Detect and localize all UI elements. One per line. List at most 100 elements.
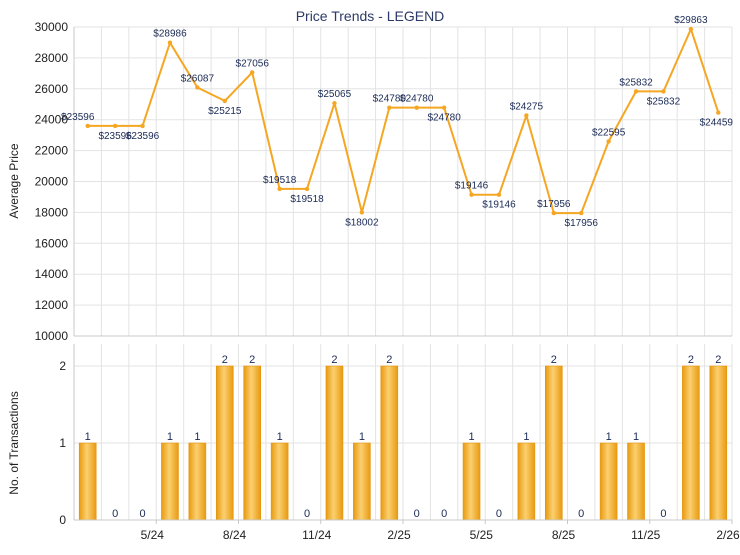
transaction-count-label: 1 (606, 431, 612, 443)
transaction-bar (544, 365, 563, 521)
transaction-bar (462, 442, 481, 521)
transaction-bar (380, 365, 399, 521)
price-point (195, 85, 200, 90)
x-tick-label: 2/26 (716, 528, 740, 542)
price-data-label: $19518 (263, 175, 297, 186)
price-data-label: $19146 (455, 181, 489, 192)
price-data-label: $24275 (510, 101, 544, 112)
price-point (606, 139, 611, 144)
transaction-bar (161, 442, 179, 521)
price-point (277, 186, 282, 192)
transaction-count-label: 1 (523, 431, 529, 443)
x-tick-label: 11/24 (302, 528, 331, 542)
price-data-label: $19146 (482, 200, 516, 211)
transactions-y-tick-label: 1 (59, 436, 66, 450)
transaction-bar (709, 365, 728, 521)
price-point (167, 40, 173, 45)
price-y-tick-label: 12000 (35, 298, 69, 312)
x-tick-label: 5/24 (141, 528, 165, 542)
price-y-tick-label: 14000 (35, 267, 69, 281)
transactions-y-axis: 0 1 2 (59, 344, 75, 527)
transactions-y-tick-label: 2 (59, 359, 66, 373)
transaction-count-label: 1 (194, 431, 200, 443)
x-tick-label: 5/25 (470, 528, 494, 542)
transactions-bar-layer: 1 0 0 1 1 2 2 1 0 2 1 2 0 0 1 0 1 2 0 1 1 0 2 2 (78, 354, 728, 521)
transaction-bar (270, 442, 289, 521)
transaction-bar (599, 442, 618, 521)
price-data-label: $18002 (345, 217, 379, 228)
price-data-label: $17956 (537, 199, 571, 210)
price-point (579, 210, 584, 216)
price-data-label: $25065 (318, 89, 352, 100)
price-y-axis: 10000 12000 14000 16000 18000 20000 22000 24000… (35, 20, 732, 343)
price-point (359, 210, 365, 215)
price-y-tick-label: 30000 (35, 20, 69, 34)
transaction-bar (215, 365, 234, 521)
price-data-label: $27056 (236, 58, 270, 69)
transaction-count-label: 0 (304, 508, 310, 520)
transaction-count-label: 1 (167, 431, 173, 443)
price-point (661, 89, 666, 94)
price-data-label: $24780 (427, 113, 461, 124)
price-point (85, 123, 90, 129)
x-axis: 5/24 8/24 11/24 2/25 5/25 8/25 11/25 2/26 (74, 519, 740, 542)
price-data-label: $23596 (98, 131, 132, 142)
price-point (332, 101, 337, 106)
price-point (304, 186, 310, 192)
chart-title: Price Trends - LEGEND (296, 8, 445, 24)
transaction-count-label: 0 (414, 508, 420, 520)
price-y-tick-label: 24000 (35, 113, 69, 127)
transaction-bar (325, 365, 344, 521)
price-y-tick-label: 28000 (35, 51, 69, 65)
price-data-label: $29863 (674, 15, 708, 26)
transactions-y-axis-title: No. of Transactions (7, 391, 21, 494)
price-data-label: $24780 (400, 94, 434, 105)
price-point (250, 70, 255, 75)
transaction-count-label: 2 (386, 354, 392, 366)
transaction-count-label: 1 (85, 431, 91, 443)
transactions-y-tick-label: 0 (59, 513, 66, 527)
transaction-count-label: 2 (249, 354, 255, 366)
x-tick-label: 2/25 (387, 528, 411, 542)
price-point (441, 105, 447, 110)
price-y-axis-title: Average Price (7, 143, 21, 218)
price-y-tick-label: 26000 (35, 82, 69, 96)
price-point (140, 123, 145, 129)
transaction-count-label: 0 (578, 508, 584, 520)
transaction-count-label: 2 (688, 354, 694, 366)
price-point (716, 110, 721, 115)
price-point (414, 105, 419, 110)
price-line-layer: $23596$23596$23596$28986$26087$25215$270… (61, 15, 733, 229)
transaction-count-label: 0 (496, 508, 502, 520)
transaction-bar (78, 442, 97, 521)
price-data-label: $23596 (126, 131, 160, 142)
price-y-tick-label: 18000 (35, 205, 69, 219)
transaction-bar (627, 442, 645, 521)
price-data-label: $25215 (208, 106, 242, 117)
transaction-count-label: 2 (222, 354, 228, 366)
price-data-label: $25832 (619, 77, 653, 88)
price-point (551, 210, 556, 216)
price-point (112, 123, 118, 129)
price-point (524, 113, 529, 118)
transaction-count-label: 2 (551, 354, 557, 366)
price-y-tick-label: 22000 (35, 144, 69, 158)
price-data-label: $25832 (647, 96, 681, 107)
price-series-line (87, 28, 720, 215)
price-data-label: $24780 (373, 94, 407, 105)
price-data-label: $28986 (153, 29, 187, 40)
price-y-tick-label: 10000 (35, 329, 69, 343)
price-y-tick-label: 16000 (35, 236, 69, 250)
price-data-label: $23596 (61, 112, 95, 123)
x-tick-label: 8/24 (223, 528, 247, 542)
transaction-count-label: 1 (468, 431, 474, 443)
price-data-label: $24459 (700, 118, 734, 129)
transaction-bar (188, 442, 207, 521)
transaction-count-label: 0 (112, 508, 118, 520)
transaction-bar (243, 365, 262, 521)
price-data-label: $17956 (565, 218, 599, 229)
transaction-count-label: 0 (139, 508, 145, 520)
x-tick-label: 11/25 (631, 528, 660, 542)
